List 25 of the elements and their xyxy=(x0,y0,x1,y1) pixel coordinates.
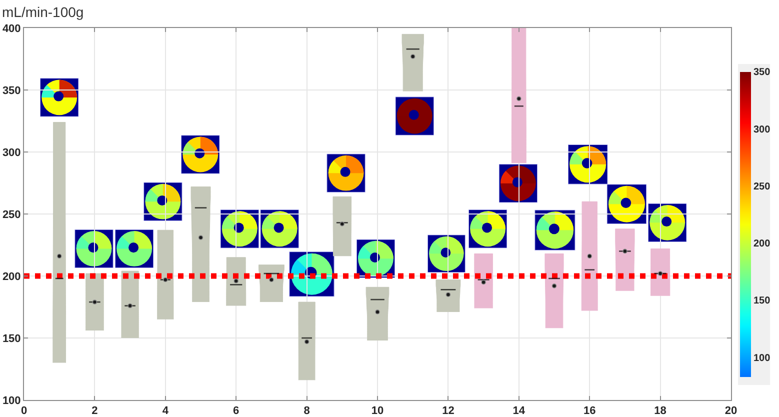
y-axis-title: mL/min-100g xyxy=(2,4,84,20)
color-bar-label: 100 xyxy=(754,352,771,364)
color-bar-label: 300 xyxy=(754,124,771,136)
y-tick-label: 200 xyxy=(2,270,21,283)
x-tick-label: 20 xyxy=(724,405,738,417)
x-tick-label: 16 xyxy=(583,405,596,417)
x-tick-label: 0 xyxy=(20,405,28,417)
y-tick-label: 350 xyxy=(2,84,21,97)
x-tick-label: 18 xyxy=(654,405,666,417)
color-bar-label: 200 xyxy=(754,238,771,250)
x-tick-label: 12 xyxy=(442,405,454,417)
y-tick-label: 400 xyxy=(2,22,21,35)
y-tick-label: 150 xyxy=(2,332,21,345)
x-tick-label: 4 xyxy=(162,405,170,417)
x-tick-label: 2 xyxy=(92,405,98,417)
y-tick-label: 250 xyxy=(2,208,21,221)
x-tick-label: 14 xyxy=(512,405,526,417)
color-bar-label: 250 xyxy=(754,181,771,192)
x-tick-label: 6 xyxy=(233,405,240,417)
color-bar-label: 150 xyxy=(754,296,771,307)
x-tick-label: 8 xyxy=(304,405,310,417)
color-bar-label: 350 xyxy=(754,67,771,78)
y-tick-label: 100 xyxy=(2,394,21,407)
y-tick-label: 300 xyxy=(2,146,21,159)
x-tick-label: 10 xyxy=(371,405,384,417)
